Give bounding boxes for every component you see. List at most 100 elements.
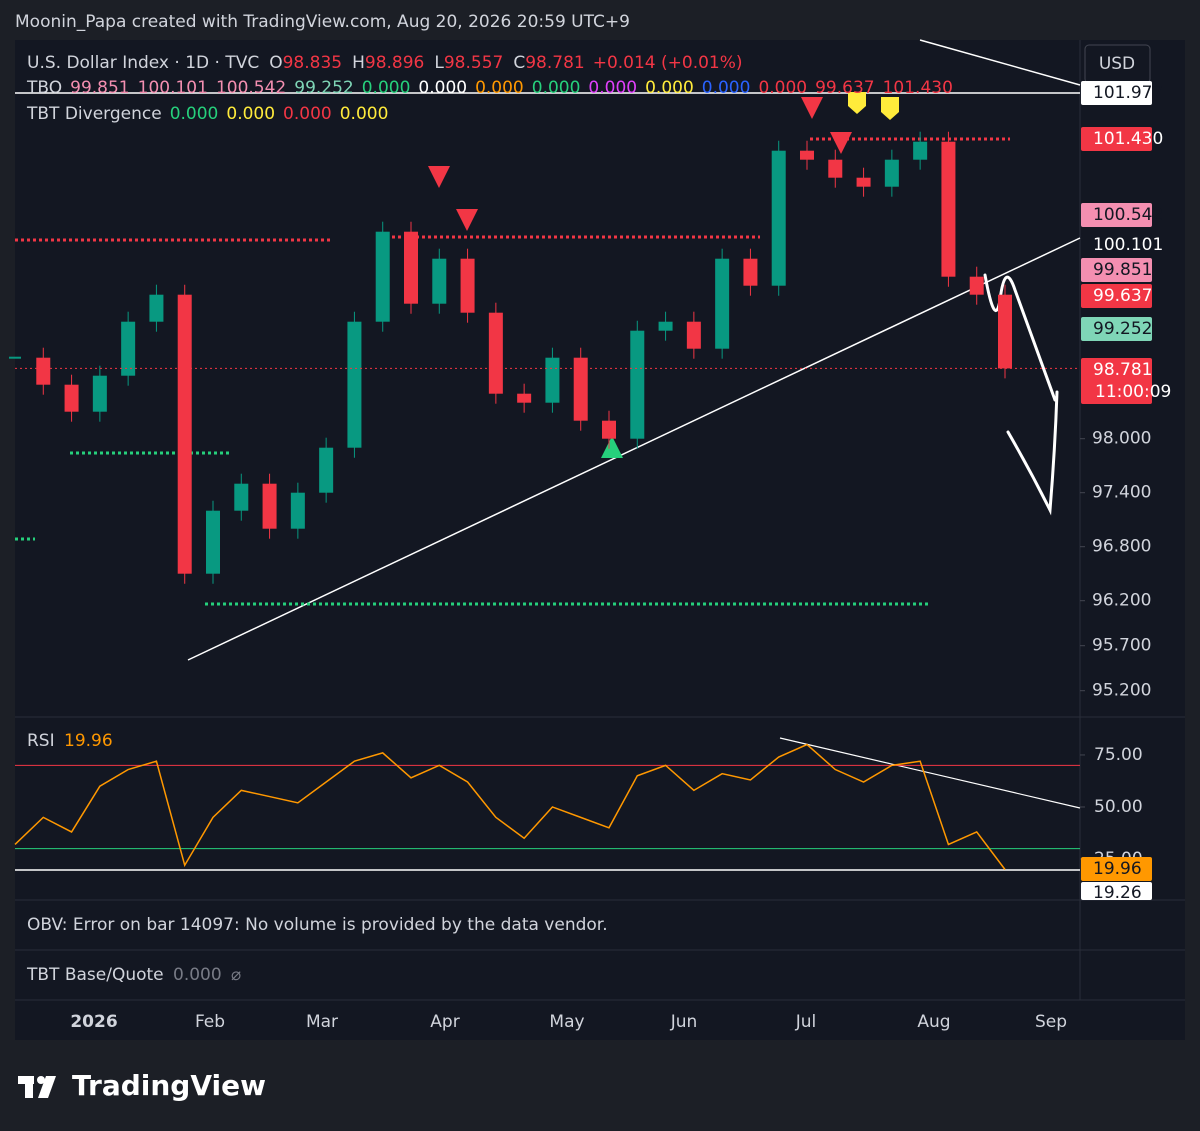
- price-tag-label: 99.851: [1093, 260, 1152, 280]
- price-tag-label: 101.430: [1093, 129, 1163, 149]
- candle: [262, 483, 277, 529]
- candle: [686, 321, 701, 349]
- candle: [64, 384, 79, 412]
- sell-signal: [428, 166, 450, 188]
- candle: [630, 330, 645, 439]
- legend-item: 100.101: [138, 78, 208, 98]
- y-tick-label: 96.800: [1092, 537, 1151, 557]
- candle: [998, 294, 1012, 369]
- price-tag-label: 101.977: [1093, 83, 1163, 103]
- y-tick-label: 95.700: [1092, 636, 1151, 656]
- base-quote-symbol: ⌀: [231, 965, 241, 985]
- candle: [771, 150, 786, 286]
- candle: [856, 177, 871, 187]
- price-tag-label: 99.637: [1093, 286, 1152, 306]
- rsi-line-tag-label: 19.26: [1093, 883, 1142, 903]
- candle: [658, 321, 673, 331]
- price-tag-label: 100.542: [1093, 205, 1163, 225]
- brand: TradingView: [72, 1069, 266, 1102]
- candle: [177, 294, 192, 574]
- legend-item: 0.000: [475, 78, 524, 98]
- legend-item: 98.835: [283, 53, 342, 73]
- y-tick-label: 97.400: [1092, 483, 1151, 503]
- price-tag: [1081, 233, 1152, 257]
- x-tick-label: Mar: [306, 1012, 338, 1032]
- warning-signal: [881, 97, 899, 120]
- candle: [743, 258, 758, 286]
- legend-item: 100.542: [216, 78, 286, 98]
- x-tick-label: Jun: [670, 1012, 698, 1032]
- legend-item: U.S. Dollar Index · 1D · TVC: [27, 53, 259, 73]
- legend-item: 99.252: [294, 78, 353, 98]
- candle: [149, 294, 164, 322]
- legend-row: U.S. Dollar Index · 1D · TVC O98.835 H98.8…: [27, 53, 743, 73]
- legend-item: 0.000: [418, 78, 467, 98]
- legend-row: TBO 99.851 100.101 100.542 99.252 0.000 0.000 0…: [26, 78, 953, 98]
- currency[interactable]: USD: [1099, 54, 1135, 74]
- candle: [715, 258, 730, 349]
- candle: [545, 357, 560, 403]
- candle: [602, 420, 616, 439]
- sell-signal: [801, 97, 823, 119]
- candle: [319, 447, 334, 493]
- price-tag: [1081, 81, 1152, 105]
- logo-part: [38, 1076, 56, 1098]
- signals: [428, 92, 899, 458]
- price-tag: [1081, 317, 1152, 341]
- candle: [573, 357, 588, 421]
- candle: [206, 510, 220, 574]
- rsi-title: RSI: [27, 731, 55, 751]
- trendline: [779, 737, 1081, 809]
- candle: [375, 231, 390, 322]
- legend-item: C: [513, 53, 525, 73]
- rsi-value: 19.96: [64, 731, 113, 751]
- price-tag-label: 99.252: [1093, 319, 1152, 339]
- price-tag: [1081, 203, 1152, 227]
- x-tick-label: 2026: [70, 1012, 117, 1032]
- price-tag-label: 98.781: [1093, 360, 1152, 380]
- candle: [121, 321, 136, 376]
- legend-item: 0.000: [702, 78, 751, 98]
- legend-item: 0.000: [758, 78, 807, 98]
- legend-item: 0.000: [645, 78, 694, 98]
- legend-item: 0.000: [170, 104, 219, 124]
- obv-message: OBV: Error on bar 14097: No volume is pr…: [27, 915, 608, 935]
- legend-item: TBT Divergence: [26, 104, 162, 124]
- candle: [92, 375, 107, 412]
- x-tick-label: Aug: [917, 1012, 950, 1032]
- legend-item: 98.896: [365, 53, 424, 73]
- price-tag: [1081, 284, 1152, 308]
- price-tag: [1081, 358, 1152, 404]
- countdown: 11:00:09: [1095, 382, 1171, 402]
- candle: [234, 483, 249, 511]
- legend-item: TBO: [26, 78, 62, 98]
- base-quote-value: 0.000: [173, 965, 222, 985]
- candle: [432, 258, 447, 304]
- candle: [913, 141, 928, 160]
- legend-item: O: [269, 53, 282, 73]
- legend-item: 0.000: [283, 104, 332, 124]
- legend-item: 0.000: [340, 104, 389, 124]
- candle: [36, 357, 51, 385]
- rsi-line-tag: [1081, 882, 1152, 900]
- base-quote-label: TBT Base/Quote: [26, 965, 164, 985]
- rsi-tag: [1081, 857, 1152, 881]
- x-tick-label: May: [549, 1012, 584, 1032]
- y-tick-label: 98.000: [1092, 429, 1151, 449]
- logo-part: [37, 1076, 45, 1084]
- candle: [941, 141, 956, 277]
- sell-signal: [456, 209, 478, 231]
- y-tick-label: 95.200: [1092, 681, 1151, 701]
- logo-part: [25, 1076, 33, 1098]
- legend-item: H: [352, 53, 365, 73]
- legend-item: 99.637: [815, 78, 874, 98]
- legend-item: 0.000: [532, 78, 581, 98]
- rsi-line: [14, 743, 1006, 870]
- candle: [290, 492, 305, 529]
- sell-signal: [830, 132, 852, 154]
- candle: [460, 258, 475, 313]
- x-tick-label: Sep: [1035, 1012, 1067, 1032]
- price-tag: [1081, 127, 1152, 151]
- candle: [884, 159, 899, 187]
- x-tick-label: Feb: [195, 1012, 225, 1032]
